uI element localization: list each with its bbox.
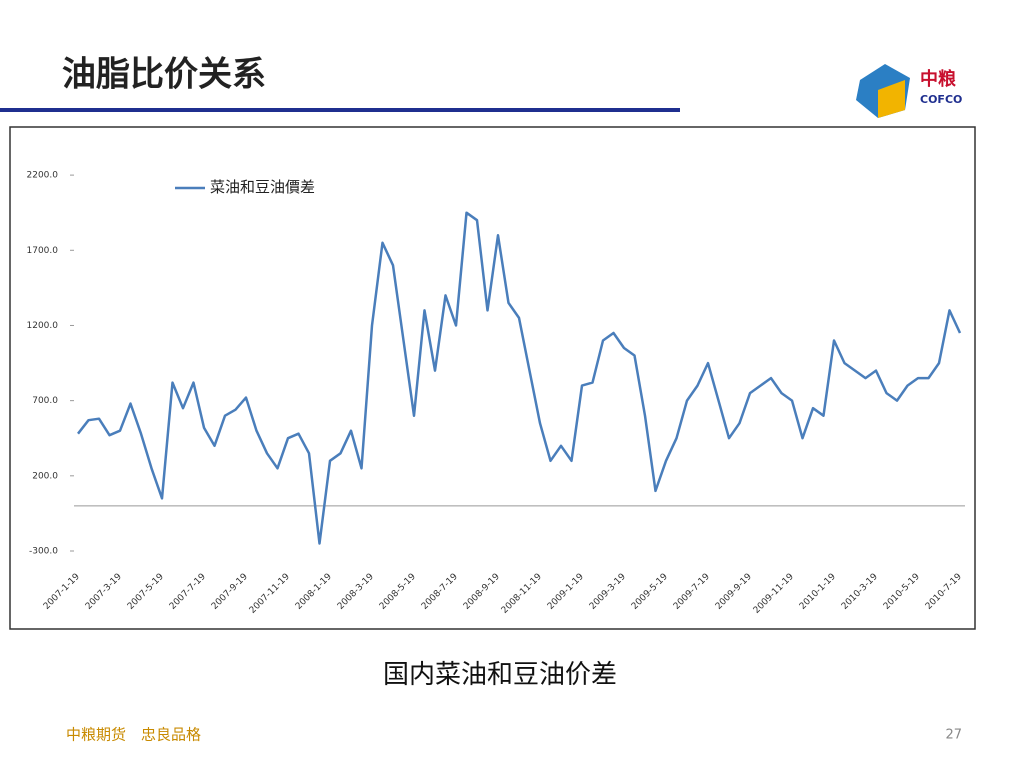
series-line xyxy=(77,211,962,545)
title-rule xyxy=(0,108,680,112)
footer: 中粮期货 忠良品格 xyxy=(66,726,201,744)
logo: 中粮 COFCO xyxy=(856,64,962,118)
logo-cn: 中粮 xyxy=(920,68,956,90)
logo-en: COFCO xyxy=(920,93,962,106)
page-number: 27 xyxy=(945,728,962,743)
y-tick-label: 700.0 xyxy=(32,396,58,406)
y-tick-label: -300.0 xyxy=(29,547,58,557)
y-tick-label: 2200.0 xyxy=(27,171,59,181)
caption: 国内菜油和豆油价差 xyxy=(383,660,617,690)
chart-frame xyxy=(9,126,976,630)
legend-label: 菜油和豆油價差 xyxy=(210,178,315,196)
slide-title: 油脂比价关系 xyxy=(62,55,266,95)
y-tick-label: 200.0 xyxy=(32,471,58,481)
y-tick-label: 1700.0 xyxy=(27,246,59,256)
logo-face xyxy=(878,80,905,118)
y-tick-label: 1200.0 xyxy=(27,321,59,331)
